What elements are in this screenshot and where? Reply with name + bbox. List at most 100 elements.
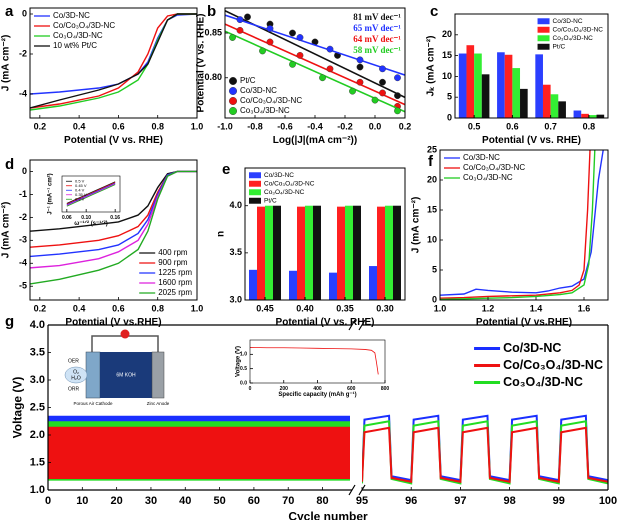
bar [535,54,543,118]
legend-label: Co/Co₃O₄/3D-NC [240,96,302,105]
bar [558,101,566,118]
y-axis-label: J⁻¹ (mA⁻¹ cm²) [47,173,54,214]
annotation: 65 mV dec⁻¹ [353,23,401,33]
plot-frame [29,159,198,301]
x-axis-label: ω⁻¹ᐟ² (s⁻¹ᐟ²) [74,220,107,227]
y-tick-label: 20 [442,29,452,39]
data-point [356,63,364,71]
data-point [236,16,244,24]
x-tick-label: 50 [213,495,225,507]
data-line [440,150,596,300]
legend-label: Co/Co₃O₄/3D-NC [53,21,115,30]
x-axis-label: Log(|J|(mA cm⁻²)) [273,135,357,146]
x-tick-label: 0.16 [110,215,120,221]
data-point [244,13,251,21]
x-tick-label: 0.10 [81,215,91,221]
x-tick-label: 0 [249,386,252,392]
axis-break [348,484,356,496]
cycling-band [48,426,350,479]
legend-label: Co/3D-NC [503,341,561,355]
y-tick-label: 0.0 [240,380,247,386]
x-tick-label: 200 [280,386,289,392]
y-axis-label: n [215,231,226,237]
y-tick-label: 2.0 [30,429,45,441]
legend-label: Pt/C [553,43,566,50]
legend-label: 10 wt% Pt/C [53,41,97,50]
bar [305,205,313,300]
legend-label: Co₃O₄/3D-NC [553,35,594,42]
x-tick-label: 0.6 [112,303,125,313]
x-tick-label: 400 [313,386,322,392]
legend-label: Co/3D-NC [240,86,277,95]
battery-schematic: OER ORR O₂ H₂O 6M KOH Porous Air Cathode… [64,329,170,406]
legend-label: 1225 rpm [158,268,192,277]
bar [581,113,589,118]
x-tick-label: 98 [503,495,515,507]
x-tick-label: 0.4 [73,303,86,313]
bar [385,205,393,300]
x-tick-label: 0.6 [112,121,125,131]
y-tick-label: 1.5 [30,456,45,468]
bar [504,54,513,118]
data-point [236,26,244,34]
data-line [30,170,197,285]
load [120,329,130,339]
legend-marker [228,106,237,115]
y-tick-label: 15 [442,50,452,60]
y-axis-label: Potential (V vs. RHE) [195,14,206,113]
x-tick-label: 1.2 [482,303,495,313]
legend-label: Co/Co₃O₄/3D-NC [463,163,525,172]
x-tick-label: 1.0 [434,303,447,313]
legend-label: Co₃O₄/3D-NC [264,189,305,196]
bar [273,205,281,300]
bar [297,206,305,300]
y-tick-label: 1.0 [240,352,247,358]
legend-label: Co/Co₃O₄/3D-NC [503,358,603,372]
x-tick-label: 0 [45,495,51,507]
data-line [66,183,116,206]
legend-label: Co/3D-NC [53,11,90,20]
x-tick-label: 97 [454,495,466,507]
x-tick-label: 60 [248,495,260,507]
data-line [30,13,197,109]
data-point [356,78,364,86]
x-tick-label: 70 [282,495,294,507]
panel-label: g [5,313,14,330]
legend-label: 0.3 V [75,196,85,201]
data-line [66,181,116,204]
x-tick-label: -0.8 [247,121,263,131]
bar [313,205,321,300]
x-axis-label: Specific capacity (mAh g⁻¹) [278,391,356,398]
legend-label: Pt/C [264,197,277,204]
x-tick-label: 0.7 [544,121,557,131]
x-tick-label: 100 [599,495,617,507]
y-axis-label: J (mA cm⁻²) [0,35,11,92]
fit-line [225,23,405,106]
bar [393,205,401,300]
x-tick-label: 0.2 [34,121,47,131]
x-tick-label: 0.45 [256,303,274,313]
y-tick-label: 10 [442,71,452,81]
y-tick-label: 1.0 [30,484,45,496]
y-tick-label: 3.5 [229,247,242,257]
y-tick-label: 0 [432,294,437,304]
legend-swatch [537,26,550,33]
schematic-label: ORR [68,386,80,392]
bar [466,45,475,119]
y-tick-label: 4.0 [30,319,45,331]
y-tick-label: -2 [19,212,27,222]
y-axis-label: J (mA cm⁻²) [0,202,11,259]
y-axis-label: J (mA cm⁻²) [410,197,421,254]
legend-label: Co/3D-NC [553,18,583,25]
y-tick-label: 10 [427,234,437,244]
bar [337,206,345,300]
data-point [296,34,304,41]
y-tick-label: 0.5 [240,366,247,372]
bar [596,114,605,118]
legend-label: Pt/C [240,76,256,85]
data-line [362,414,608,482]
panel-label: c [430,3,438,20]
data-line [66,182,116,206]
x-tick-label: 1.4 [530,303,543,313]
